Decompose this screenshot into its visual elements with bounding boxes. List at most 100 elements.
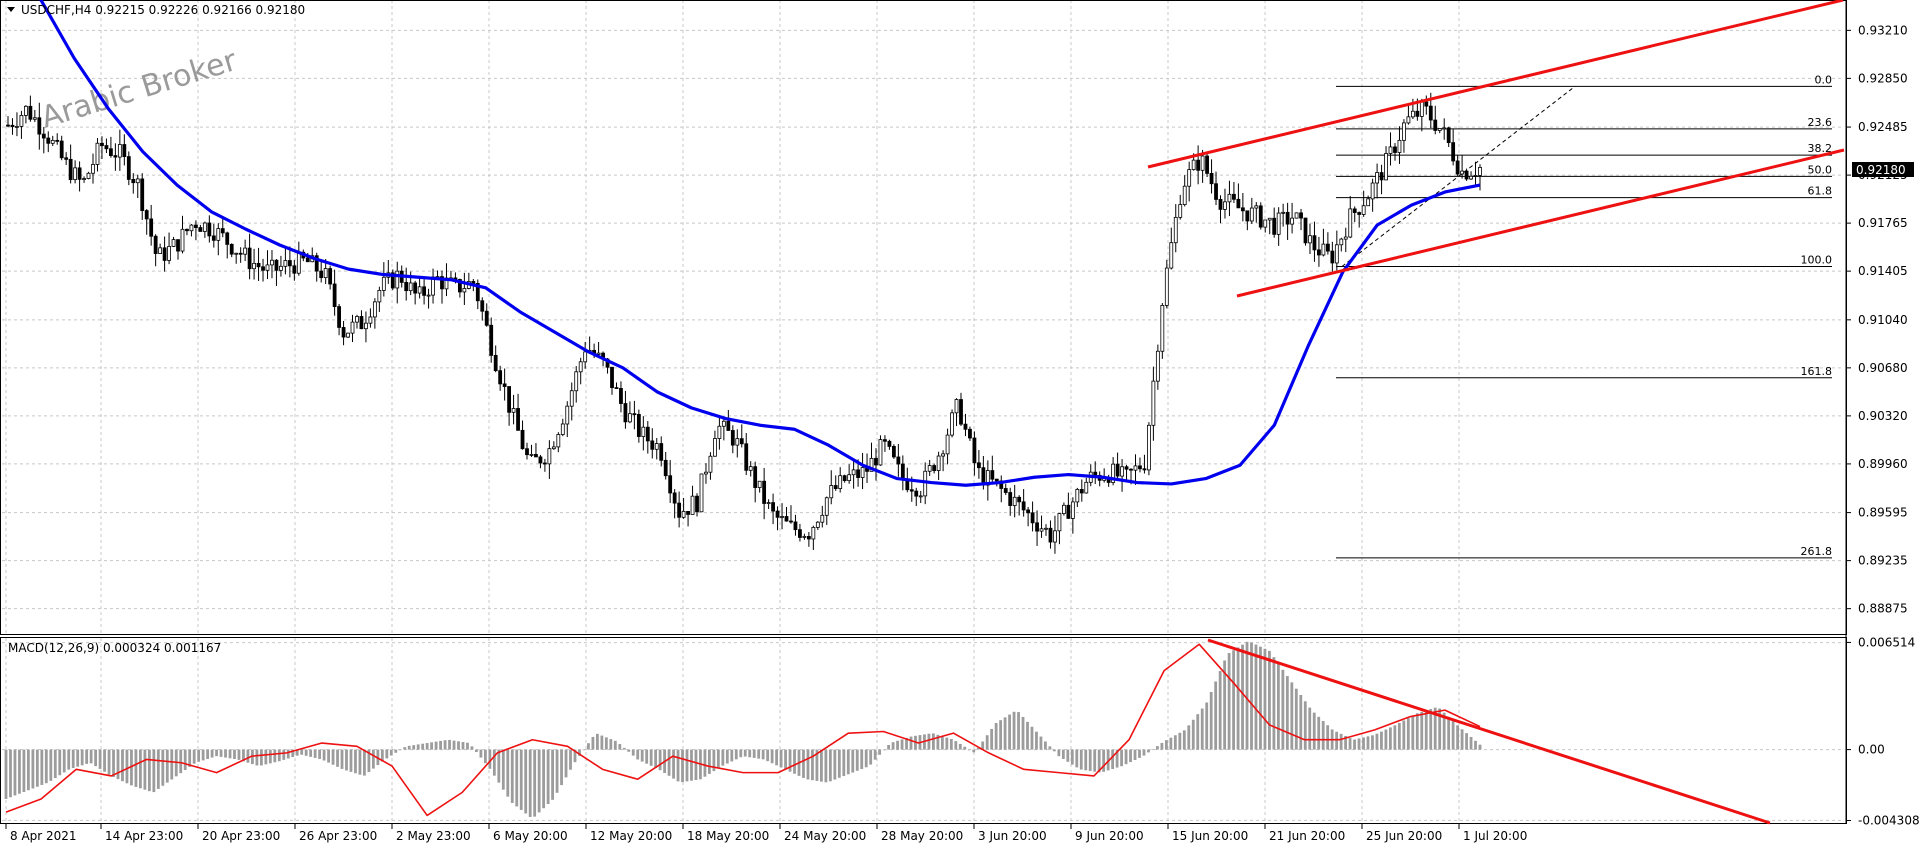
macd-bar bbox=[1447, 716, 1451, 750]
macd-bar bbox=[1111, 749, 1115, 769]
macd-bar bbox=[103, 749, 106, 772]
macd-bar bbox=[748, 749, 752, 758]
candle-body bbox=[332, 283, 337, 307]
candle-body bbox=[1437, 128, 1442, 131]
candle-body bbox=[1196, 159, 1201, 171]
candle-body bbox=[216, 228, 221, 241]
macd-bar bbox=[58, 749, 62, 776]
macd-bar bbox=[470, 746, 474, 750]
candle-body bbox=[1066, 504, 1071, 519]
macd-bar bbox=[976, 747, 980, 750]
candle-body bbox=[1357, 212, 1362, 215]
macd-bar bbox=[466, 742, 469, 750]
macd-bar bbox=[44, 749, 48, 784]
candle-body bbox=[1178, 204, 1183, 218]
macd-bar bbox=[860, 749, 864, 770]
candle-body bbox=[1039, 528, 1044, 532]
macd-bar bbox=[1039, 736, 1043, 750]
macd-bar bbox=[1138, 749, 1141, 758]
candle-body bbox=[462, 288, 467, 293]
candle-body bbox=[6, 124, 10, 127]
candle-body bbox=[261, 266, 265, 271]
candle-body bbox=[372, 301, 377, 318]
candle-body bbox=[1415, 110, 1420, 117]
candle-body bbox=[122, 144, 127, 157]
candle-body bbox=[511, 408, 516, 413]
macd-bar bbox=[268, 749, 272, 764]
macd-bar bbox=[837, 749, 841, 778]
macd-bar bbox=[573, 749, 577, 763]
candle-body bbox=[780, 516, 784, 518]
candle-body bbox=[1370, 182, 1375, 200]
macd-bar bbox=[542, 749, 546, 809]
candle-body bbox=[337, 306, 341, 328]
candle-body bbox=[23, 105, 28, 116]
macd-bar bbox=[712, 749, 716, 772]
candle-body bbox=[10, 124, 15, 128]
candle-body bbox=[909, 489, 914, 492]
macd-bar bbox=[1353, 739, 1356, 750]
candle-body bbox=[798, 529, 802, 538]
candle-body bbox=[838, 475, 843, 489]
macd-bar bbox=[564, 749, 568, 778]
candle-body bbox=[918, 495, 923, 498]
candle-body bbox=[28, 105, 33, 120]
fibonacci-retracement[interactable]: 0.0 23.6 38.2 50.0 61.8 100.0 161.8 261.8 bbox=[1336, 73, 1832, 559]
macd-bar bbox=[1339, 733, 1343, 750]
macd-bar bbox=[537, 749, 541, 813]
macd-trendline[interactable] bbox=[1207, 638, 1771, 825]
trendlines[interactable] bbox=[1147, 0, 1845, 298]
candle-body bbox=[1245, 210, 1250, 222]
macd-bar bbox=[1424, 710, 1428, 750]
y-tick-label: 0.92485 bbox=[1858, 120, 1908, 134]
candle-body bbox=[927, 465, 932, 472]
macd-bar bbox=[188, 749, 192, 767]
candle-body bbox=[1299, 212, 1303, 219]
macd-bar bbox=[1263, 648, 1267, 750]
chevron-down-icon[interactable] bbox=[7, 7, 15, 12]
candle-body bbox=[1182, 185, 1187, 205]
macd-bar bbox=[358, 749, 362, 775]
candle-body bbox=[1393, 146, 1397, 153]
macd-bar bbox=[443, 740, 447, 750]
macd-bar bbox=[1308, 707, 1312, 750]
macd-bar bbox=[125, 749, 129, 784]
macd-bar bbox=[439, 740, 442, 750]
fib-diagonal-line bbox=[1341, 85, 1576, 267]
candle-body bbox=[565, 405, 570, 425]
macd-bar bbox=[277, 749, 281, 762]
candle-body bbox=[815, 521, 820, 528]
macd-bar bbox=[1070, 749, 1074, 765]
candle-body bbox=[811, 526, 816, 540]
macd-bar bbox=[533, 749, 537, 817]
macd-bar bbox=[1250, 642, 1253, 750]
candle-body bbox=[346, 332, 350, 338]
macd-bar bbox=[932, 733, 935, 750]
candle-body bbox=[220, 228, 225, 234]
candle-body bbox=[198, 227, 203, 232]
macd-bar bbox=[730, 749, 734, 762]
macd-bar bbox=[1236, 647, 1240, 750]
candle-body bbox=[847, 474, 852, 482]
candle-body bbox=[1142, 468, 1147, 471]
candle-body bbox=[194, 224, 198, 228]
candle-body bbox=[744, 443, 749, 471]
candle-body bbox=[422, 286, 426, 296]
macd-bar bbox=[546, 749, 550, 805]
macd-bar bbox=[1196, 714, 1200, 750]
macd-bar bbox=[896, 740, 899, 750]
macd-bar bbox=[210, 749, 214, 758]
candle-body bbox=[556, 434, 561, 448]
macd-bar bbox=[604, 737, 608, 750]
macd-bar bbox=[649, 749, 653, 766]
macd-bar bbox=[1173, 735, 1177, 750]
candle-body bbox=[1218, 199, 1223, 210]
macd-bar bbox=[165, 749, 169, 783]
candle-body bbox=[757, 480, 762, 488]
candle-body bbox=[77, 167, 82, 180]
macd-bar bbox=[98, 749, 102, 769]
macd-bar bbox=[528, 749, 532, 817]
macd-bar bbox=[828, 749, 832, 782]
macd-bar bbox=[349, 749, 353, 772]
